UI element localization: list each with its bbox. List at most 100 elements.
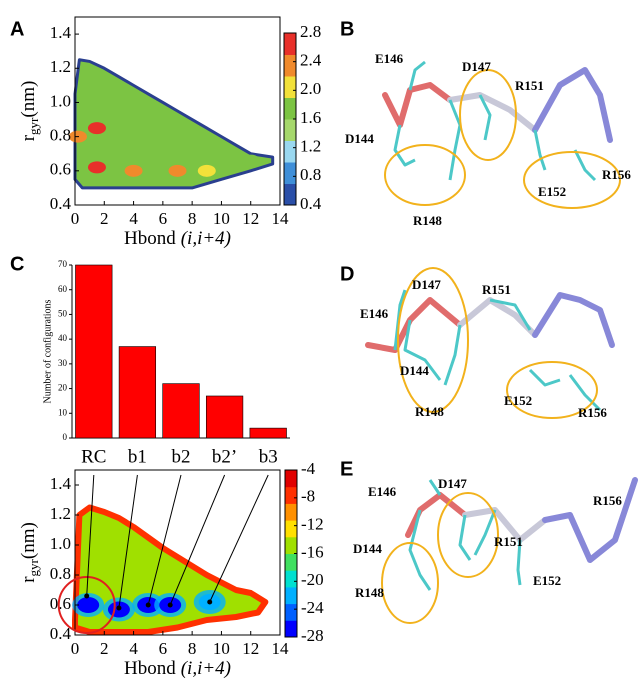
annotation-arrow: [86, 474, 95, 597]
structure-d: D147 R151 E146 D144 E152 R148 R156: [360, 267, 615, 420]
panel-label: C: [10, 253, 24, 275]
y-axis-label: rgyr(nm): [18, 81, 41, 142]
side-chain: [568, 374, 602, 412]
annotation-arrow: [118, 474, 138, 609]
y-tick-label: 0.8: [50, 126, 71, 145]
residue-label: R156: [593, 493, 622, 508]
residue-label: D144: [353, 541, 382, 556]
residue-label: E146: [368, 484, 397, 499]
x-tick-label: 14: [272, 639, 290, 658]
side-chain: [528, 368, 561, 387]
backbone: [532, 292, 615, 348]
colorbar-band: [285, 486, 297, 504]
highlight-circle: [57, 576, 116, 634]
colorbar-label: -20: [301, 570, 324, 589]
residue-label: D147: [412, 277, 441, 292]
y-tick-label: 0.6: [50, 594, 71, 613]
residue-label: R151: [494, 534, 523, 549]
highlight-ring: [523, 151, 621, 209]
colorbar-band: [284, 97, 296, 120]
bar: [249, 427, 287, 439]
residue-label: R151: [515, 78, 544, 93]
highlight-ring: [381, 542, 439, 624]
hotspot: [197, 164, 216, 177]
arrow-head: [84, 593, 90, 599]
y-tick-label: 1.2: [50, 504, 71, 523]
y-axis-label-sub: gyr: [26, 117, 41, 135]
backbone: [462, 507, 548, 543]
panel-label: D: [340, 263, 354, 285]
x-tick-label: b3: [259, 446, 278, 467]
x-tick-label: 0: [71, 209, 80, 228]
side-chain: [403, 319, 442, 381]
y-tick-label: 0.4: [50, 624, 72, 643]
x-tick-label: 10: [213, 209, 230, 228]
highlight-ring: [397, 267, 469, 413]
x-tick-label: b1: [128, 446, 147, 467]
residue-label: R148: [415, 404, 444, 419]
bar: [118, 346, 157, 439]
x-axis-label-text: Hbond: [124, 658, 176, 679]
panel-label: E: [340, 458, 353, 480]
y-tick-label: 1.4: [50, 474, 72, 493]
colorbar-band: [285, 503, 297, 521]
residue-label: R156: [602, 167, 631, 182]
structure-e: E146 D147 R156 D144 R151 E152 R148: [353, 476, 638, 624]
residue-label: E146: [360, 306, 389, 321]
backbone: [447, 92, 538, 133]
colorbar-band: [285, 586, 297, 605]
colorbar-label: 2.4: [300, 51, 322, 70]
x-tick-label: 10: [213, 639, 230, 658]
side-chain: [573, 149, 597, 182]
colorbar-label: -12: [301, 515, 324, 534]
colorbar-band: [284, 76, 296, 98]
colorbar-label: -16: [301, 542, 324, 561]
residue-label: R148: [355, 585, 384, 600]
colorbar-label: 1.6: [300, 108, 321, 127]
y-tick-label: 40: [58, 333, 68, 343]
x-tick-label: 14: [272, 209, 290, 228]
y-tick-label: 60: [58, 284, 68, 294]
colorbar-label: -24: [301, 598, 324, 617]
colorbar-band: [284, 119, 296, 141]
colorbar-band: [285, 603, 297, 621]
side-chain: [473, 509, 497, 556]
arrow-head: [167, 602, 173, 608]
colorbar-band: [284, 140, 296, 163]
x-tick-label: 6: [159, 639, 168, 658]
x-tick-label: 8: [188, 639, 197, 658]
residue-label: R156: [578, 405, 607, 420]
side-chain: [448, 99, 462, 181]
colorbar-label: -28: [301, 626, 324, 645]
side-chain: [408, 509, 432, 591]
x-tick-label: 4: [129, 209, 138, 228]
residue-label: R151: [482, 282, 511, 297]
x-tick-label: 0: [71, 639, 80, 658]
x-tick-label: 4: [129, 639, 138, 658]
colorbar-label: 2.8: [300, 22, 321, 41]
y-axis-label: rgyr(nm): [18, 522, 41, 583]
y-tick-label: 0: [63, 432, 68, 442]
density-region: [73, 58, 275, 190]
y-tick-label: 0.4: [50, 194, 72, 213]
y-tick-label: 0.8: [50, 564, 71, 583]
x-tick-label: 2: [100, 209, 109, 228]
y-tick-label: 50: [58, 308, 68, 318]
backbone: [542, 477, 638, 563]
y-tick-label: 1.2: [50, 57, 71, 76]
colorbar-label: 0.4: [300, 194, 322, 213]
colorbar-band: [285, 570, 297, 588]
hotspot: [87, 122, 106, 135]
x-tick-label: b2’: [212, 446, 237, 467]
y-axis-label: Number of configurations: [42, 299, 53, 403]
highlight-ring: [437, 492, 499, 578]
residue-label: D144: [345, 131, 374, 146]
panel-label: A: [10, 18, 24, 40]
hotspot: [168, 164, 187, 177]
x-tick-label: b2: [172, 446, 191, 467]
arrow-head: [207, 599, 213, 605]
side-chain: [458, 514, 472, 561]
hotspot: [87, 161, 106, 174]
residue-label: E152: [504, 393, 532, 408]
